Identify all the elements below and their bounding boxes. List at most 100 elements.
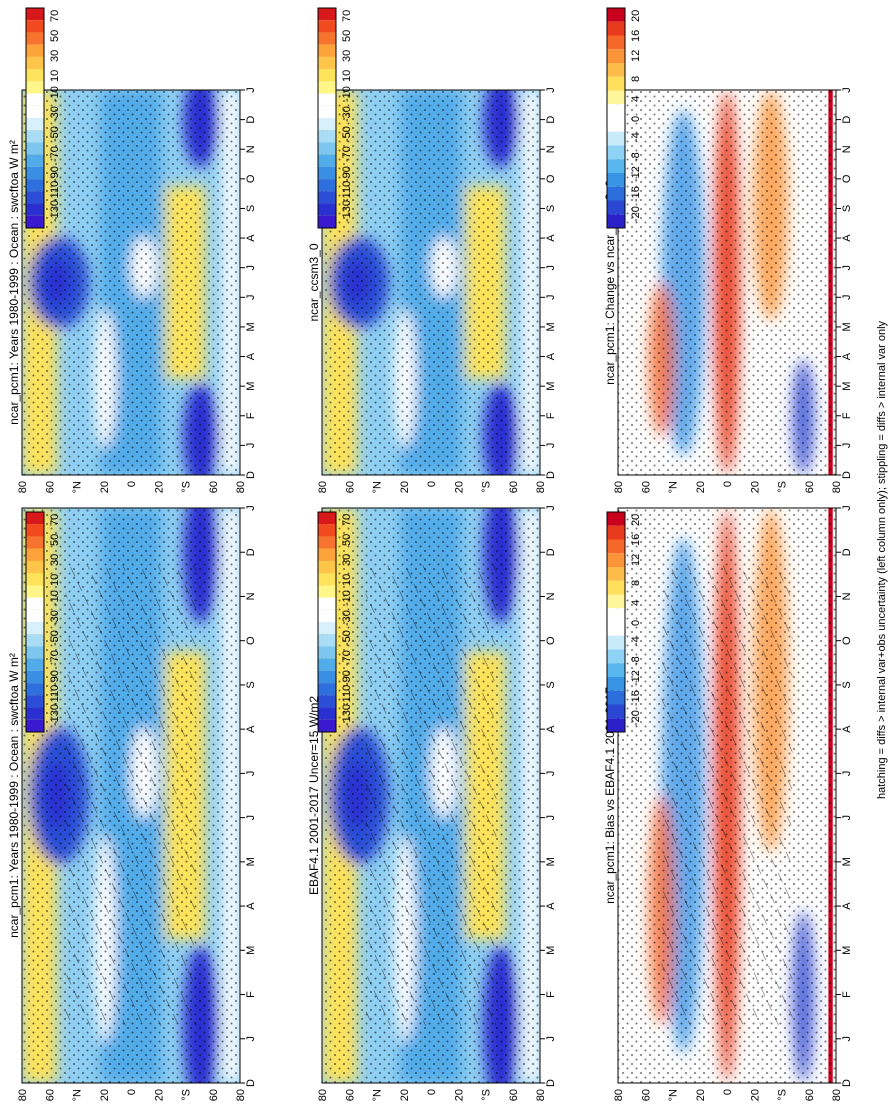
colorbar-tick-label: 12 bbox=[630, 554, 642, 566]
month-tick-label: A bbox=[245, 725, 257, 733]
colorbar-swatch bbox=[318, 130, 336, 143]
month-tick-label: M bbox=[245, 382, 257, 391]
colorbar-tick-label: 16 bbox=[630, 30, 642, 42]
month-tick-label: A bbox=[841, 234, 853, 242]
latitude-tick-label: 60 bbox=[508, 481, 520, 493]
colorbar-swatch bbox=[607, 594, 625, 609]
colorbar-swatch bbox=[318, 524, 336, 537]
month-tick-label: F bbox=[545, 412, 557, 419]
colorbar-tick-label: -130 bbox=[341, 704, 353, 726]
colorbar-swatch bbox=[318, 707, 336, 720]
month-tick-label: S bbox=[245, 205, 257, 212]
latitude-tick-label: 0 bbox=[722, 481, 734, 487]
latitude-tick-label: 0 bbox=[722, 1089, 734, 1095]
colorbar-tick-label: 4 bbox=[630, 96, 642, 102]
month-tick-label: M bbox=[841, 382, 853, 391]
colorbar-swatch bbox=[26, 585, 44, 598]
month-tick-label: A bbox=[841, 725, 853, 733]
month-tick-label: N bbox=[545, 145, 557, 153]
month-tick-label: J bbox=[245, 443, 257, 449]
month-tick-label: O bbox=[245, 636, 257, 645]
colorbar-tick-label: -10 bbox=[49, 86, 61, 102]
colorbar-swatch bbox=[607, 718, 625, 732]
latitude-tick-label: 60 bbox=[344, 481, 356, 493]
colorbar-tick-label: -70 bbox=[341, 650, 353, 666]
colorbar-swatch bbox=[26, 8, 44, 21]
colorbar-difference: 20 16 12 8 4 0 -4 -8 -12 -16 -20 bbox=[606, 511, 642, 733]
colorbar-tick-label: 30 bbox=[341, 554, 353, 566]
colorbar-tick-label: 50 bbox=[341, 534, 353, 546]
month-tick-label: J bbox=[545, 265, 557, 271]
latitude-tick-label: 80 bbox=[235, 1089, 247, 1101]
latitude-tick-label: 20 bbox=[453, 1089, 465, 1101]
month-tick-label: D bbox=[245, 116, 257, 124]
month-tick-label: M bbox=[841, 857, 853, 866]
colorbar-swatch bbox=[26, 118, 44, 131]
latitude-tick-label: 80 bbox=[235, 481, 247, 493]
colorbar-tick-label: 10 bbox=[49, 70, 61, 82]
colorbar-swatch bbox=[26, 166, 44, 180]
colorbar-swatch bbox=[318, 585, 336, 598]
colorbar-swatch bbox=[26, 179, 44, 192]
month-tick-label: A bbox=[841, 902, 853, 910]
colorbar-swatch bbox=[607, 131, 625, 146]
colorbar-swatch bbox=[26, 32, 44, 45]
colorbar-swatch bbox=[607, 663, 625, 677]
colorbar-swatch bbox=[607, 690, 625, 705]
latitude-tick-label: 20 bbox=[153, 1089, 165, 1101]
colorbar-swatch bbox=[607, 8, 625, 22]
colorbar-tick-label: 70 bbox=[341, 514, 353, 526]
colorbar-swatch bbox=[318, 93, 336, 106]
month-tick-label: J bbox=[545, 443, 557, 449]
month-tick-label: D bbox=[545, 471, 557, 479]
latitude-tick-label: °S bbox=[181, 1089, 193, 1101]
colorbar-swatch bbox=[26, 536, 44, 549]
colorbar-swatch bbox=[607, 525, 625, 540]
month-tick-label: J bbox=[245, 1036, 257, 1042]
panel-p4: ncar_pcm1: Years 1980-1999 : Ocean : swc… bbox=[7, 87, 257, 493]
month-tick-label: S bbox=[245, 681, 257, 688]
colorbar-swatch bbox=[26, 154, 44, 167]
colorbar-swatch bbox=[318, 215, 336, 228]
colorbar-swatch bbox=[26, 646, 44, 659]
month-tick-label: S bbox=[841, 205, 853, 212]
panel-title: ncar_pcm1: Years 1980-1999 : Ocean : swc… bbox=[7, 140, 21, 425]
colorbar-swatch bbox=[607, 214, 625, 228]
latitude-tick-label: 80 bbox=[17, 1089, 29, 1101]
colorbar-tick-label: 10 bbox=[49, 574, 61, 586]
month-tick-label: A bbox=[841, 352, 853, 360]
colorbar-swatch bbox=[26, 215, 44, 228]
latitude-tick-label: 20 bbox=[749, 1089, 761, 1101]
colorbar-tick-label: -30 bbox=[341, 106, 353, 122]
month-tick-label: O bbox=[545, 174, 557, 183]
month-tick-label: A bbox=[545, 902, 557, 910]
colorbar-swatch bbox=[318, 191, 336, 204]
colorbar-tick-label: 70 bbox=[49, 514, 61, 526]
colorbar-swatch bbox=[26, 573, 44, 586]
latitude-tick-label: 60 bbox=[44, 1089, 56, 1101]
latitude-tick-label: 0 bbox=[426, 1089, 438, 1095]
colorbar-swatch bbox=[318, 56, 336, 70]
colorbar-tick-label: 8 bbox=[630, 580, 642, 586]
colorbar-swatch bbox=[26, 597, 44, 610]
month-tick-label: M bbox=[245, 857, 257, 866]
colorbar-tick-label: -16 bbox=[630, 690, 642, 706]
month-tick-label: J bbox=[545, 505, 557, 511]
month-tick-label: M bbox=[841, 322, 853, 331]
latitude-tick-label: 80 bbox=[317, 1089, 329, 1101]
month-tick-label: J bbox=[545, 815, 557, 821]
colorbar-tick-label: -70 bbox=[49, 650, 61, 666]
colorbar-swatch bbox=[26, 105, 44, 118]
month-tick-label: J bbox=[841, 815, 853, 821]
latitude-tick-label: 80 bbox=[613, 1089, 625, 1101]
colorbar-swatch bbox=[26, 191, 44, 204]
colorbar-swatch bbox=[26, 609, 44, 622]
panel-p1: ncar_pcm1: Years 1980-1999 : Ocean : swc… bbox=[7, 505, 257, 1101]
panel-p2: EBAF4.1 2001-2017 Uncer=15 W/m2 80 60 °N 20 0… bbox=[307, 505, 557, 1101]
colorbar-swatch bbox=[26, 670, 44, 684]
colorbar-swatch bbox=[26, 560, 44, 574]
month-tick-label: A bbox=[245, 902, 257, 910]
colorbar-tick-label: -110 bbox=[341, 181, 353, 202]
colorbar-swatch bbox=[318, 203, 336, 216]
